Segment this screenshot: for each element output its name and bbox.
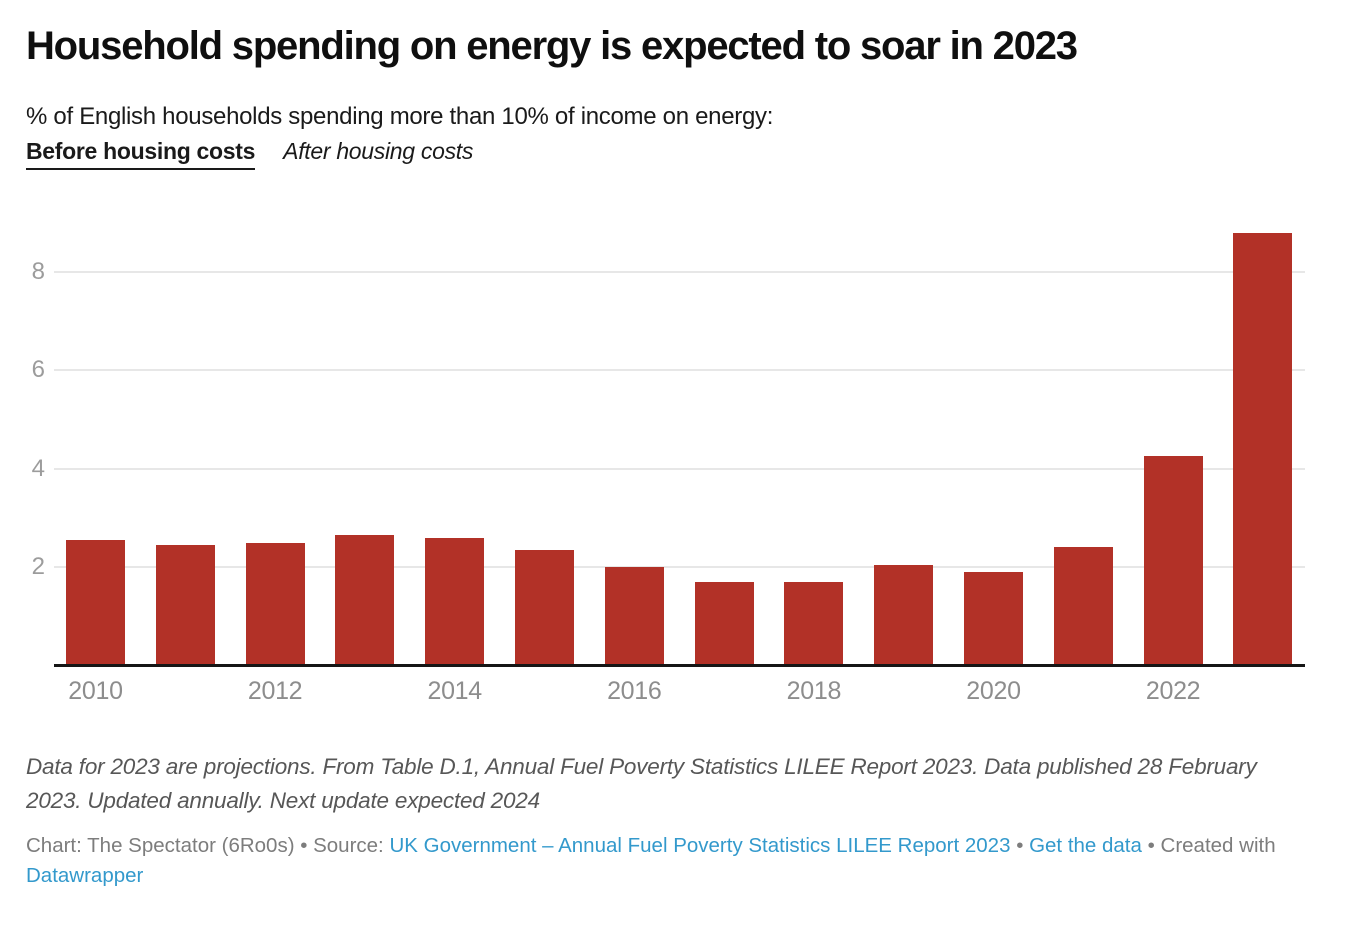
y-axis-label-2: 2 <box>31 553 45 581</box>
x-axis-label-2020: 2020 <box>966 677 1021 705</box>
bar-2016 <box>604 567 664 666</box>
footnote: Data for 2023 are projections. From Tabl… <box>26 754 1257 813</box>
tab-after-housing-costs[interactable]: After housing costs <box>283 138 474 164</box>
bar-2018 <box>784 581 844 666</box>
x-axis-label-2016: 2016 <box>607 677 662 705</box>
gridline-4 <box>54 467 1305 470</box>
x-axis-label-2014: 2014 <box>427 677 482 705</box>
gridline-8 <box>54 270 1305 273</box>
created-with-label: Created with <box>1160 834 1276 857</box>
bar-2020 <box>964 572 1023 666</box>
bar-2023 <box>1233 232 1293 666</box>
gridline-2 <box>54 566 1305 569</box>
y-axis-label-6: 6 <box>31 356 45 384</box>
tab-before-housing-costs[interactable]: Before housing costs <box>26 138 255 170</box>
datawrapper-link[interactable]: Datawrapper <box>26 864 144 887</box>
get-the-data-link[interactable]: Get the data <box>1029 834 1142 857</box>
bar-2011 <box>155 544 215 666</box>
x-axis-baseline <box>54 664 1305 667</box>
bar-2017 <box>694 581 754 666</box>
source-link[interactable]: UK Government – Annual Fuel Poverty Stat… <box>389 834 1011 857</box>
bar-2010 <box>66 540 125 666</box>
bar-2022 <box>1143 456 1203 666</box>
credit-line: Chart: The Spectator (6Ro0s) • Source: U… <box>26 831 1302 891</box>
gridline-6 <box>54 369 1305 372</box>
series-tabs: Before housing costs After housing costs <box>26 138 473 170</box>
y-axis-label-8: 8 <box>31 257 45 285</box>
credit-bullet: • <box>1147 834 1155 857</box>
bar-2012 <box>245 542 305 666</box>
chart-subtitle: % of English households spending more th… <box>26 103 774 130</box>
bar-2021 <box>1053 547 1113 666</box>
bar-2015 <box>515 549 574 666</box>
credit-bullet: • <box>1016 834 1024 857</box>
bar-2014 <box>425 537 485 666</box>
x-axis-label-2010: 2010 <box>68 677 123 705</box>
credit-prefix: Chart: The Spectator (6Ro0s) • Source: <box>26 834 384 857</box>
x-axis-label-2012: 2012 <box>247 677 303 705</box>
x-axis-label-2018: 2018 <box>786 677 842 705</box>
plot-area: 2 4 6 8 2010 2012 2014 2016 2018 2020 2022 <box>0 200 1346 720</box>
y-axis-label-4: 4 <box>31 454 45 482</box>
x-axis-label-2022: 2022 <box>1145 677 1201 705</box>
chart-title: Household spending on energy is expected… <box>26 24 1078 68</box>
bar-2013 <box>335 535 395 666</box>
bar-2019 <box>874 564 934 666</box>
